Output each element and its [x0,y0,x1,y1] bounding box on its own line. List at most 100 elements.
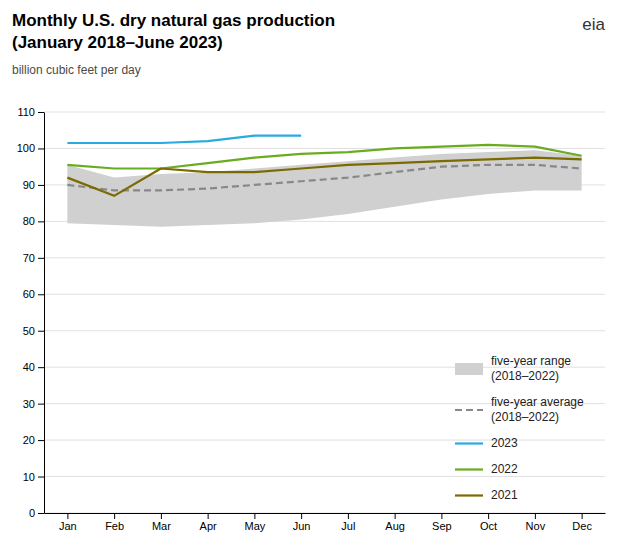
y-tick-mark [38,112,44,113]
x-tick: May [244,513,265,532]
x-tick: Sep [432,513,452,532]
x-tick-label: Apr [200,520,217,532]
title-line: (January 2018–June 2023) [12,33,223,52]
chart: Monthly U.S. dry natural gas production (… [0,0,623,547]
grid-line [44,148,605,149]
x-tick: Jul [341,513,355,532]
y-tick: 100 [17,142,44,154]
y-tick-label: 10 [23,471,35,483]
y-tick-label: 60 [23,288,35,300]
x-tick-label: Mar [152,520,171,532]
x-tick-label: Aug [385,520,405,532]
plot-area [67,136,581,227]
legend-label: five-year range(2018–2022) [491,354,571,383]
x-tick-label: Dec [572,520,592,532]
y-tick-label: 40 [23,361,35,373]
x-tick: Dec [572,513,592,532]
legend-swatch [455,468,483,470]
y-tick: 10 [23,471,44,483]
y-tick-mark [38,513,44,514]
legend-swatch [455,494,483,496]
legend-label-line: (2018–2022) [491,410,559,424]
legend-swatch [455,363,483,375]
annotation: eia [582,15,605,34]
x-axis: JanFebMarAprMayJunJulAugSepOctNovDec [45,513,606,532]
y-tick-mark [38,294,44,295]
x-tick-mark [301,513,302,519]
range-area [67,150,581,227]
x-tick-label: Oct [480,520,497,532]
x-tick: Aug [385,513,405,532]
y-tick: 90 [23,179,44,191]
x-tick-mark [395,513,396,519]
x-tick-mark [254,513,255,519]
y-axis-line [44,113,45,514]
legend-label-line: (2018–2022) [491,369,559,383]
y-tick: 60 [23,288,44,300]
y-tick-label: 70 [23,252,35,264]
x-tick-mark [441,513,442,519]
x-tick-label: May [244,520,265,532]
subtitle: billion cubic feet per day [12,63,141,77]
x-tick: Mar [152,513,171,532]
x-tick: Apr [200,513,217,532]
y-tick-label: 50 [23,325,35,337]
grid-line [44,294,605,295]
x-tick-mark [348,513,349,519]
y-axis: 0 10 20 30 40 50 60 70 80 90 100 110 [17,106,45,519]
y-tick: 0 [29,507,44,519]
y-tick-label: 80 [23,215,35,227]
x-tick-mark [488,513,489,519]
x-tick-label: Jul [341,520,355,532]
y-tick-mark [38,148,44,149]
y-tick-label: 100 [17,142,35,154]
x-tick: Oct [480,513,497,532]
y-tick-label: 90 [23,179,35,191]
legend-label-line: five-year range [491,354,571,368]
series-line [67,136,301,143]
x-axis-line [45,513,606,514]
x-tick-label: Jun [293,520,311,532]
y-tick: 20 [23,434,44,446]
x-tick-mark [67,513,68,519]
y-tick-label: 110 [17,106,35,118]
y-tick-mark [38,331,44,332]
x-tick: Jan [59,513,77,532]
x-tick-label: Jan [59,520,77,532]
x-tick-mark [582,513,583,519]
legend-label-line: 2023 [491,436,518,450]
series-line [67,145,581,169]
x-tick: Jun [293,513,311,532]
grid [44,112,605,513]
y-tick: 80 [23,215,44,227]
title-line: Monthly U.S. dry natural gas production [12,11,335,30]
y-tick: 30 [23,398,44,410]
legend-label: 2022 [491,462,518,476]
y-tick-mark [38,221,44,222]
y-tick-mark [38,367,44,368]
legend-label: 2021 [491,488,518,502]
x-tick-label: Sep [432,520,452,532]
y-tick: 50 [23,325,44,337]
x-tick: Feb [105,513,124,532]
series-line [67,158,581,196]
y-tick-mark [38,477,44,478]
y-tick: 70 [23,252,44,264]
y-tick: 110 [17,106,44,118]
y-tick-label: 20 [23,434,35,446]
y-tick-mark [38,440,44,441]
grid-line [44,513,605,514]
legend-swatch [455,409,483,411]
legend-label: five-year average(2018–2022) [491,395,584,424]
legend-swatch [455,442,483,444]
legend-label-line: five-year average [491,395,584,409]
x-tick-mark [535,513,536,519]
y-tick-mark [38,404,44,405]
legend-label: 2023 [491,436,518,450]
y-tick: 40 [23,361,44,373]
x-tick-label: Feb [105,520,124,532]
title: Monthly U.S. dry natural gas production (… [12,11,335,52]
y-tick-mark [38,258,44,259]
legend-label-line: 2022 [491,462,518,476]
legend: five-year range(2018–2022)five-year aver… [455,354,584,502]
